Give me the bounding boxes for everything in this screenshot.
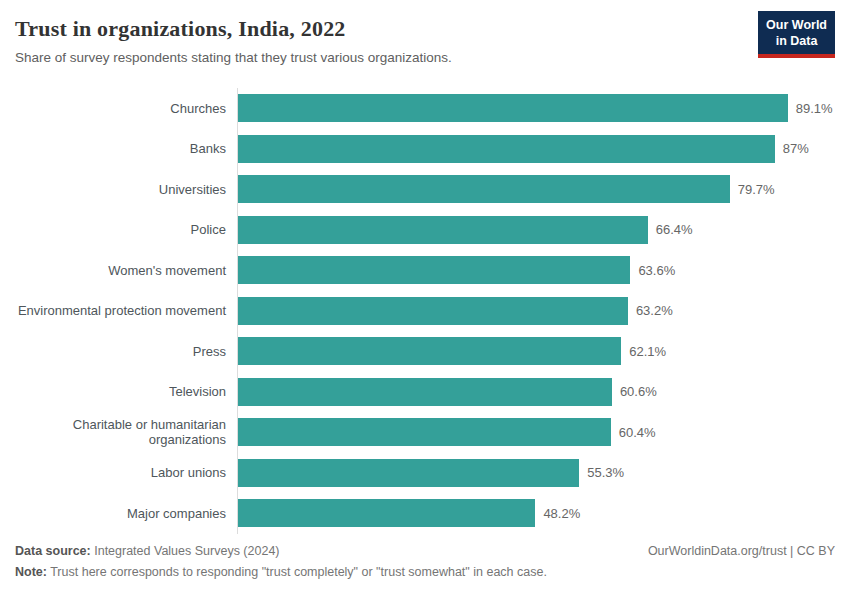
bar-row: Environmental protection movement 63.2% [0, 291, 850, 332]
bar-track: 63.2% [237, 291, 850, 332]
page-title: Trust in organizations, India, 2022 [15, 16, 835, 42]
bar[interactable] [238, 499, 535, 527]
chart-header: Trust in organizations, India, 2022 Shar… [0, 0, 850, 67]
bar-track: 66.4% [237, 210, 850, 251]
bar-row: Universities 79.7% [0, 169, 850, 210]
category-label: Universities [0, 182, 237, 197]
category-label: Churches [0, 101, 237, 116]
owid-logo-line1: Our World [766, 17, 827, 33]
bar[interactable] [238, 297, 628, 325]
bar[interactable] [238, 418, 611, 446]
value-label: 63.2% [636, 303, 673, 318]
data-source: Data source: Integrated Values Surveys (… [15, 541, 280, 562]
category-label: Major companies [0, 506, 237, 521]
value-label: 66.4% [656, 222, 693, 237]
note-value: Trust here corresponds to responding "tr… [47, 565, 547, 579]
owid-logo[interactable]: Our World in Data [758, 11, 835, 58]
bar[interactable] [238, 216, 648, 244]
value-label: 62.1% [629, 344, 666, 359]
bar-row: Banks 87% [0, 129, 850, 170]
bar-row: Police 66.4% [0, 210, 850, 251]
bar[interactable] [238, 135, 775, 163]
bar-track: 60.4% [237, 412, 850, 453]
bar[interactable] [238, 378, 612, 406]
chart-page: Trust in organizations, India, 2022 Shar… [0, 0, 850, 600]
value-label: 63.6% [638, 263, 675, 278]
value-label: 79.7% [738, 182, 775, 197]
owid-logo-line2: in Data [766, 33, 827, 49]
bar-row: Press 62.1% [0, 331, 850, 372]
bar-row: Churches 89.1% [0, 88, 850, 129]
category-label: Banks [0, 141, 237, 156]
value-label: 87% [783, 141, 809, 156]
bar-row: Charitable or humanitarian organizations… [0, 412, 850, 453]
bar-row: Labor unions 55.3% [0, 453, 850, 494]
bar[interactable] [238, 175, 730, 203]
owid-link[interactable]: OurWorldinData.org/trust | CC BY [648, 541, 835, 562]
data-source-label: Data source: [15, 544, 91, 558]
category-label: Police [0, 222, 237, 237]
category-label: Press [0, 344, 237, 359]
value-label: 89.1% [796, 101, 833, 116]
footer-note: Note: Trust here corresponds to respondi… [15, 562, 835, 583]
chart-footer: Data source: Integrated Values Surveys (… [15, 541, 835, 583]
chart-subtitle: Share of survey respondents stating that… [15, 49, 835, 67]
data-source-value: Integrated Values Surveys (2024) [91, 544, 280, 558]
value-label: 48.2% [543, 506, 580, 521]
bar-track: 55.3% [237, 453, 850, 494]
bar-row: Women's movement 63.6% [0, 250, 850, 291]
footer-line-1: Data source: Integrated Values Surveys (… [15, 541, 835, 562]
bar-track: 87% [237, 129, 850, 170]
bar-track: 48.2% [237, 493, 850, 534]
value-label: 60.4% [619, 425, 656, 440]
bar-row: Major companies 48.2% [0, 493, 850, 534]
category-label: Charitable or humanitarian organizations [0, 417, 237, 448]
category-label: Women's movement [0, 263, 237, 278]
bar-track: 89.1% [237, 88, 850, 129]
bar[interactable] [238, 459, 579, 487]
category-label: Environmental protection movement [0, 303, 237, 318]
bar-track: 62.1% [237, 331, 850, 372]
bar-track: 79.7% [237, 169, 850, 210]
value-label: 60.6% [620, 384, 657, 399]
category-label: Television [0, 384, 237, 399]
bar[interactable] [238, 256, 630, 284]
category-label: Labor unions [0, 465, 237, 480]
bar-track: 60.6% [237, 372, 850, 413]
bar[interactable] [238, 337, 621, 365]
note-label: Note: [15, 565, 47, 579]
bar-chart: Churches 89.1% Banks 87% Universities 79… [0, 88, 850, 534]
bar[interactable] [238, 94, 788, 122]
value-label: 55.3% [587, 465, 624, 480]
bar-track: 63.6% [237, 250, 850, 291]
bar-row: Television 60.6% [0, 372, 850, 413]
